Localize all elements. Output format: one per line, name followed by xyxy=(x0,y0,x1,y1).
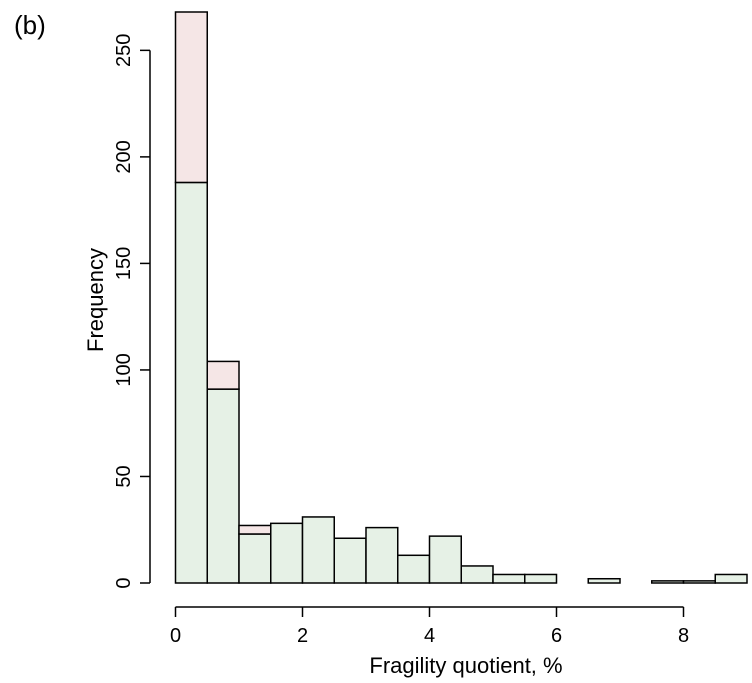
bar-segment-base xyxy=(301,516,335,584)
x-tick-label: 2 xyxy=(297,625,308,647)
bar-segment-base xyxy=(492,573,526,584)
y-tick-label: 250 xyxy=(113,34,135,67)
bar-segment-top xyxy=(174,11,208,184)
y-tick-label: 100 xyxy=(113,353,135,386)
bar-segment-base xyxy=(238,533,272,584)
x-axis: 0 2 4 6 8 xyxy=(170,606,689,647)
bar-segment-base xyxy=(333,537,367,584)
y-tick-label: 200 xyxy=(113,140,135,173)
bar-segment-base xyxy=(524,573,558,584)
bars-group xyxy=(174,11,748,584)
y-axis: 0 50 100 150 200 250 xyxy=(113,34,151,589)
panel-label: (b) xyxy=(14,10,46,40)
y-axis-label: Frequency xyxy=(83,248,108,352)
x-axis-label: Fragility quotient, % xyxy=(369,653,562,678)
bar-segment-base xyxy=(460,565,494,584)
x-tick-label: 0 xyxy=(170,625,181,647)
bar-segment-base xyxy=(428,535,462,584)
y-tick-label: 0 xyxy=(113,577,135,588)
bar-segment-base xyxy=(365,526,399,584)
bar-segment-base xyxy=(397,554,431,584)
bar-segment-top xyxy=(238,524,272,535)
x-tick-label: 6 xyxy=(551,625,562,647)
x-tick-label: 8 xyxy=(678,625,689,647)
bar-segment-base xyxy=(714,573,748,584)
bar-segment-base xyxy=(206,388,240,584)
bar-segment-top xyxy=(206,360,240,390)
x-tick-label: 4 xyxy=(424,625,435,647)
y-tick-label: 50 xyxy=(113,465,135,487)
bar-segment-base xyxy=(270,522,304,584)
y-tick-label: 150 xyxy=(113,247,135,280)
bar-segment-base xyxy=(174,181,208,584)
bar-segment-base xyxy=(651,580,685,584)
bar-segment-base xyxy=(587,577,621,584)
bar-segment-base xyxy=(682,580,716,584)
